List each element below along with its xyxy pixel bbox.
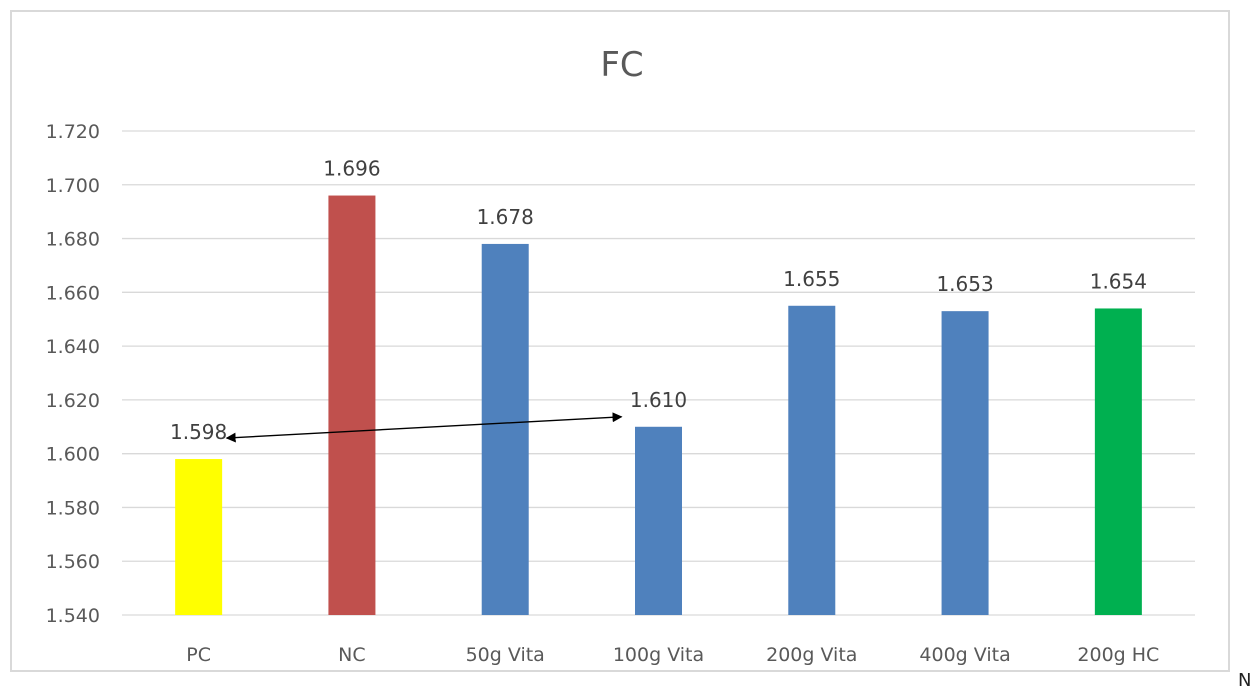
x-tick-label: PC <box>186 644 211 666</box>
bar <box>328 195 376 616</box>
x-tick-label: NC <box>338 644 365 666</box>
x-tick-label: 200g Vita <box>766 644 857 666</box>
y-tick-label: 1.620 <box>46 390 100 412</box>
y-tick-label: 1.680 <box>46 229 100 251</box>
data-label: 1.678 <box>477 205 534 229</box>
y-tick-label: 1.640 <box>46 336 100 358</box>
data-label: 1.610 <box>630 388 687 412</box>
bar <box>788 305 836 615</box>
stray-text: N <box>1238 670 1252 691</box>
annotation-layer <box>225 412 623 443</box>
comparison-arrow <box>225 412 623 443</box>
grid-layer <box>122 130 1195 616</box>
bar <box>941 311 989 615</box>
data-label: 1.598 <box>170 420 227 444</box>
chart-title: FC <box>600 45 643 85</box>
x-tick-label: 50g Vita <box>466 644 545 666</box>
x-tick-label: 200g HC <box>1077 644 1159 666</box>
data-label: 1.696 <box>323 157 380 181</box>
data-label: 1.653 <box>936 272 993 296</box>
y-tick-label: 1.720 <box>46 121 100 143</box>
y-tick-label: 1.600 <box>46 444 100 466</box>
data-label: 1.655 <box>783 267 840 291</box>
y-tick-label: 1.700 <box>46 175 100 197</box>
data-label: 1.654 <box>1090 269 1147 293</box>
x-tick-label: 100g Vita <box>613 644 704 666</box>
x-tick-label: 400g Vita <box>919 644 1010 666</box>
bar <box>481 243 529 615</box>
y-tick-label: 1.580 <box>46 497 100 519</box>
bar <box>1094 308 1142 615</box>
label-layer: 1.540 1.560 1.580 1.600 1.620 1.640 1.660 1.680… <box>46 121 1160 666</box>
y-tick-label: 1.660 <box>46 282 100 304</box>
y-tick-label: 1.540 <box>46 605 100 627</box>
bar <box>175 459 223 615</box>
y-tick-label: 1.560 <box>46 551 100 573</box>
bar <box>635 426 682 615</box>
